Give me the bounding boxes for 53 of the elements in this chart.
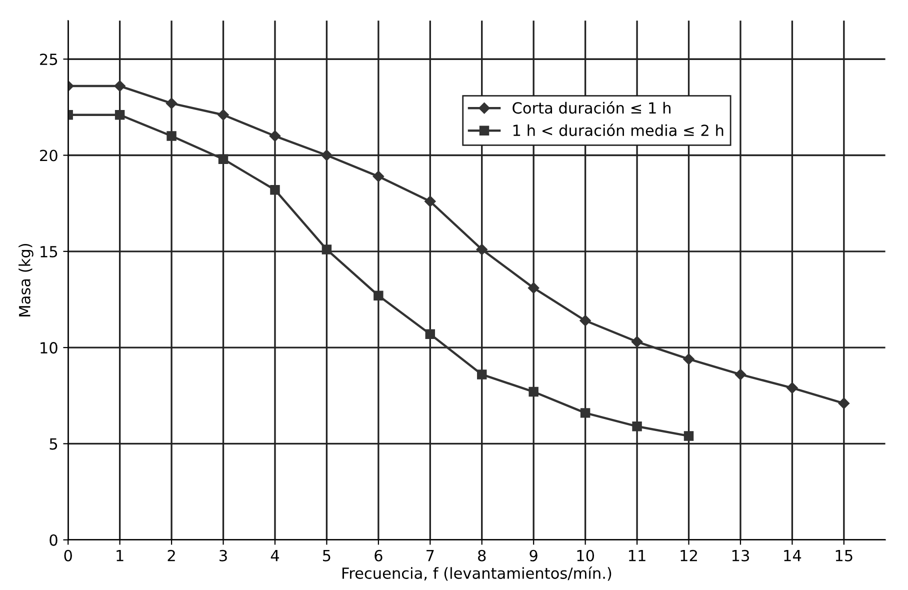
point [580,408,590,418]
x-tick-label: 11 [628,550,646,562]
x-tick-label: 2 [168,550,175,562]
x-tick-label: 8 [478,550,486,562]
point [580,315,591,326]
point [631,336,643,348]
legend-label: Corta duración ≤ 1 h [512,101,670,114]
x-axis-title: Frecuencia, f (levantamientos/mín.) [342,566,612,581]
point [477,370,487,380]
point [476,244,488,256]
x-tick-label: 15 [836,550,852,562]
point [114,110,125,120]
point [114,80,126,92]
point [322,244,332,254]
x-tick-label: 12 [680,550,697,562]
x-tick-label: 7 [426,550,434,562]
y-tick-label: 20 [40,150,58,162]
point [528,282,540,294]
x-tick-label: 3 [220,550,227,562]
x-tick-label: 6 [374,550,382,562]
y-axis-title: Masa (kg) [18,244,34,316]
point [321,150,332,161]
x-tick-label: 5 [323,550,330,562]
x-tick-label: 14 [784,550,802,562]
x-tick-label: 0 [64,550,72,562]
point [786,382,798,394]
point [166,131,176,141]
point [372,170,384,182]
point [269,130,281,142]
point [374,290,384,300]
x-tick-label: 10 [577,550,594,562]
point [632,422,642,432]
point [528,386,538,397]
x-tick-label: 4 [270,550,279,562]
x-tick-label: 9 [530,550,538,562]
legend-label: 1 h < duración media ≤ 2 h [513,124,724,136]
point [218,154,228,164]
point [734,368,746,380]
point [425,329,436,339]
y-tick-label: 0 [50,534,58,546]
point [684,431,694,441]
point [270,185,280,195]
x-tick-label: 1 [116,550,124,562]
y-tick-label: 15 [40,246,58,258]
point [683,353,694,365]
point [838,398,850,409]
x-tick-label: 13 [732,550,749,562]
point [218,109,229,120]
point [424,196,436,208]
y-tick-label: 5 [50,438,58,450]
y-tick-label: 10 [40,342,58,354]
y-tick-label: 25 [40,54,58,66]
point [166,98,178,109]
